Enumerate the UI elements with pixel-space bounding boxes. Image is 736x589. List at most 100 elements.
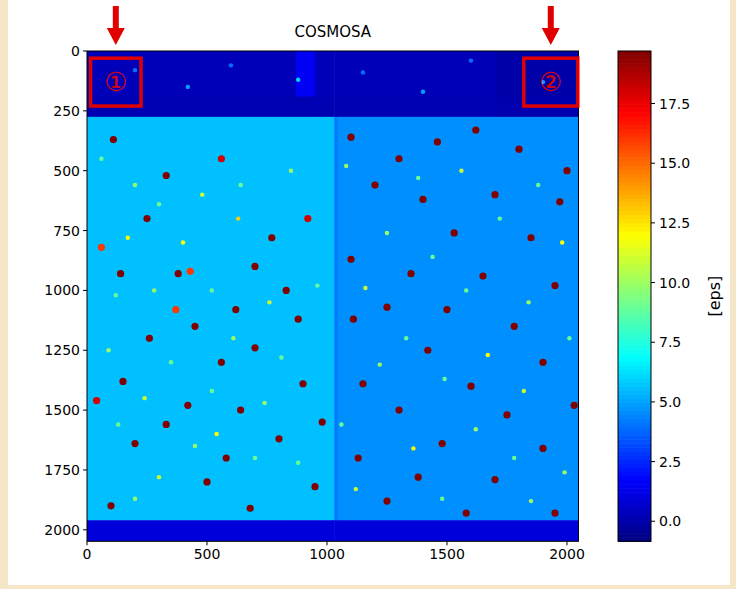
spot	[339, 422, 343, 426]
colorbar-step	[618, 460, 651, 465]
colorbar-step	[618, 390, 651, 395]
y-tick-label: 1000	[44, 282, 80, 298]
spot	[474, 427, 478, 431]
spot	[442, 377, 446, 381]
panel	[8, 0, 730, 585]
annotation-box	[524, 58, 578, 106]
cell	[495, 520, 579, 541]
spot	[186, 85, 190, 89]
colorbar-step	[618, 63, 651, 68]
spot	[319, 418, 326, 425]
spot	[434, 138, 441, 145]
y-tick	[83, 290, 87, 291]
y-tick	[83, 350, 87, 351]
spot	[163, 172, 170, 179]
spot	[539, 445, 546, 452]
y-tick-label: 500	[53, 163, 80, 179]
spot	[210, 389, 214, 393]
colorbar-step	[618, 382, 651, 387]
colorbar-step	[618, 308, 651, 313]
annotation-label: ②	[539, 67, 562, 97]
colorbar-step	[618, 272, 651, 277]
colorbar-tick-label: 0.0	[659, 513, 681, 529]
colorbar-step	[618, 423, 651, 428]
colorbar-step	[618, 362, 651, 367]
cell	[87, 117, 296, 521]
spot	[503, 411, 510, 418]
spot	[210, 288, 214, 292]
colorbar-step	[618, 284, 651, 289]
spot	[143, 215, 150, 222]
cell	[87, 520, 296, 541]
x-tick	[446, 541, 447, 545]
spot	[237, 407, 244, 414]
cell	[315, 117, 335, 521]
spot	[430, 255, 434, 259]
cell	[315, 96, 335, 117]
spot	[152, 288, 156, 292]
colorbar-step	[618, 137, 651, 142]
spot	[218, 155, 225, 162]
y-tick-label: 0	[71, 43, 80, 59]
spot	[411, 446, 415, 450]
spot	[443, 306, 450, 313]
spot	[539, 359, 546, 366]
colorbar-tick	[651, 282, 655, 283]
cell	[338, 96, 496, 117]
colorbar-step	[618, 455, 651, 460]
colorbar-tick	[651, 461, 655, 462]
spot	[551, 509, 558, 516]
spot	[498, 216, 502, 220]
colorbar-tick	[651, 342, 655, 343]
colorbar-step	[618, 84, 651, 89]
spot	[247, 505, 254, 512]
x-tick	[326, 541, 327, 545]
spot	[157, 475, 161, 479]
spot	[114, 293, 118, 297]
cell	[296, 96, 316, 117]
spot	[562, 470, 566, 474]
spot	[299, 380, 306, 387]
colorbar-step	[618, 317, 651, 322]
colorbar-step	[618, 51, 651, 56]
spot	[262, 401, 266, 405]
spot	[191, 323, 198, 330]
cell	[296, 520, 316, 541]
x-tick-label: 1000	[309, 546, 345, 562]
spot	[295, 316, 302, 323]
spot	[512, 456, 516, 460]
spot	[419, 196, 426, 203]
colorbar-step	[618, 231, 651, 236]
y-tick	[83, 51, 87, 52]
spot	[560, 240, 564, 244]
spot	[404, 336, 408, 340]
colorbar-tick-label: 5.0	[659, 394, 681, 410]
spot	[175, 270, 182, 277]
spot	[193, 444, 197, 448]
spot	[451, 229, 458, 236]
spot	[187, 268, 194, 275]
colorbar-tick	[651, 103, 655, 104]
colorbar-step	[618, 153, 651, 158]
colorbar-step	[618, 411, 651, 416]
colorbar-step	[618, 353, 651, 358]
spot	[361, 70, 365, 74]
title: COSMOSA	[294, 23, 371, 41]
spot	[415, 474, 422, 481]
colorbar-step	[618, 206, 651, 211]
spot	[424, 347, 431, 354]
spot	[200, 192, 204, 196]
cell	[334, 51, 338, 97]
colorbar-step	[618, 280, 651, 285]
colorbar-step	[618, 402, 651, 407]
colorbar-step	[618, 112, 651, 117]
colorbar-step	[618, 464, 651, 469]
spot	[116, 422, 120, 426]
colorbar-step	[618, 321, 651, 326]
colorbar-step	[618, 304, 651, 309]
spot	[467, 383, 474, 390]
cell	[334, 96, 338, 117]
colorbar-step	[618, 492, 651, 497]
colorbar-step	[618, 312, 651, 317]
colorbar-step	[618, 214, 651, 219]
